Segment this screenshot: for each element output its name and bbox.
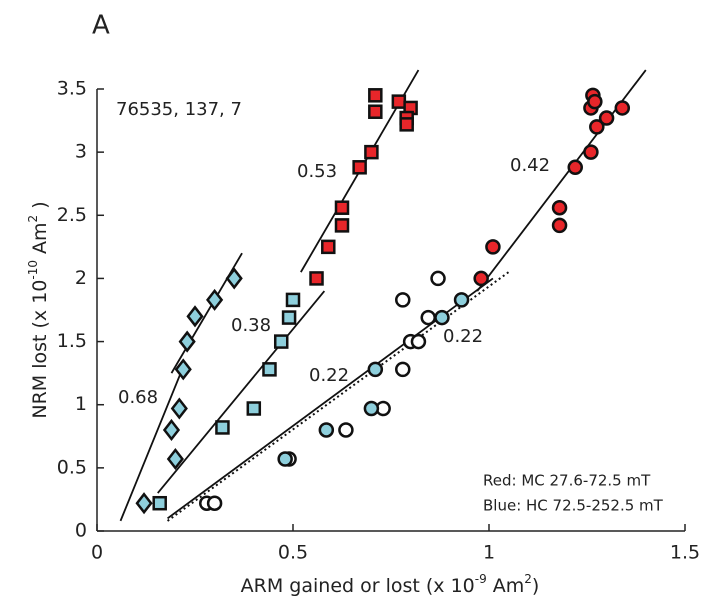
y-tick-label: 1 — [75, 393, 87, 415]
circle-marker — [583, 144, 599, 160]
x-axis-label: ARM gained or lost (x 10-9 Am2) — [241, 572, 540, 597]
circle-marker — [206, 495, 223, 511]
x-tick-label: 1 — [483, 542, 495, 564]
square-marker — [321, 239, 336, 255]
y-tick-label: 0.5 — [57, 456, 87, 478]
y-tick-label: 3.5 — [57, 78, 87, 100]
diamond-marker — [225, 267, 243, 290]
diamond-marker — [162, 418, 181, 442]
superscript: -10 — [26, 260, 40, 280]
diamond-marker — [174, 358, 192, 381]
square-marker — [368, 88, 383, 103]
annotation: 76535, 137, 7 — [116, 99, 242, 120]
square-marker — [215, 420, 230, 435]
square-marker — [399, 117, 414, 132]
diamond-marker — [170, 397, 188, 420]
circle-marker — [318, 422, 335, 438]
annotation: 0.22 — [443, 326, 483, 347]
circle-marker — [589, 119, 605, 135]
x-tick-label: 0.5 — [278, 542, 308, 564]
square-marker — [352, 160, 367, 175]
y-tick-label: 2.5 — [57, 204, 87, 226]
annotation: 0.68 — [118, 387, 158, 408]
square-marker — [281, 310, 297, 325]
label-part: ) — [532, 575, 539, 597]
circle-marker — [410, 333, 427, 350]
circle-marker — [551, 217, 568, 234]
circle-marker — [395, 292, 411, 308]
circle-marker — [453, 292, 470, 308]
annotation: 0.38 — [231, 315, 271, 336]
label-part: NRM lost (x 10 — [29, 280, 51, 419]
circle-marker — [485, 239, 501, 255]
square-marker — [262, 362, 277, 377]
circle-marker — [551, 199, 568, 216]
superscript: 2 — [524, 572, 532, 586]
annotation: 0.22 — [309, 365, 349, 386]
circle-marker — [587, 93, 603, 110]
fit-line — [166, 271, 510, 522]
label-part: Am — [487, 575, 525, 597]
y-tick-label: 1.5 — [57, 330, 87, 352]
annotation: 0.42 — [510, 155, 550, 176]
circle-marker — [367, 361, 384, 378]
diamond-marker — [206, 288, 224, 311]
y-tick-label: 0 — [75, 520, 87, 542]
circle-marker — [363, 400, 380, 417]
square-marker — [152, 495, 167, 511]
y-tick-label: 2 — [75, 267, 87, 289]
circle-marker — [395, 361, 411, 378]
circle-marker — [420, 309, 436, 326]
circle-marker — [430, 270, 446, 287]
superscript: -9 — [475, 572, 487, 586]
square-marker — [334, 200, 350, 215]
circle-marker — [338, 422, 354, 438]
circle-marker — [567, 159, 583, 176]
x-tick-label: 0 — [91, 542, 103, 564]
circle-marker — [473, 270, 489, 287]
fit-line — [119, 366, 185, 522]
y-axis-label: NRM lost (x 10-10 Am2 ) — [26, 201, 51, 418]
label-part: Am — [29, 222, 51, 260]
circle-marker — [277, 451, 293, 467]
annotation: Blue: HC 72.5-252.5 mT — [483, 497, 664, 515]
annotation: Red: MC 27.6-72.5 mT — [483, 472, 651, 490]
circle-marker — [434, 309, 450, 326]
square-marker — [391, 94, 407, 109]
circle-marker — [614, 100, 631, 116]
label-part: ) — [29, 201, 51, 214]
square-marker — [364, 144, 379, 160]
diamond-marker — [186, 305, 204, 328]
circle-marker — [598, 110, 615, 126]
square-marker — [285, 292, 301, 308]
diamond-marker — [135, 492, 153, 515]
panel-label: A — [92, 11, 110, 41]
square-marker — [273, 334, 289, 349]
square-marker — [246, 401, 262, 416]
square-marker — [334, 218, 350, 233]
square-marker — [368, 104, 383, 119]
fit-line — [157, 290, 326, 494]
x-tick-label: 1.5 — [670, 542, 700, 564]
diamond-marker — [166, 447, 184, 471]
superscript: 2 — [26, 215, 40, 223]
y-tick-label: 3 — [75, 141, 87, 163]
label-part: ARM gained or lost (x 10 — [241, 575, 475, 597]
square-marker — [309, 271, 324, 286]
diamond-marker — [178, 330, 196, 353]
annotation: 0.53 — [297, 161, 337, 182]
